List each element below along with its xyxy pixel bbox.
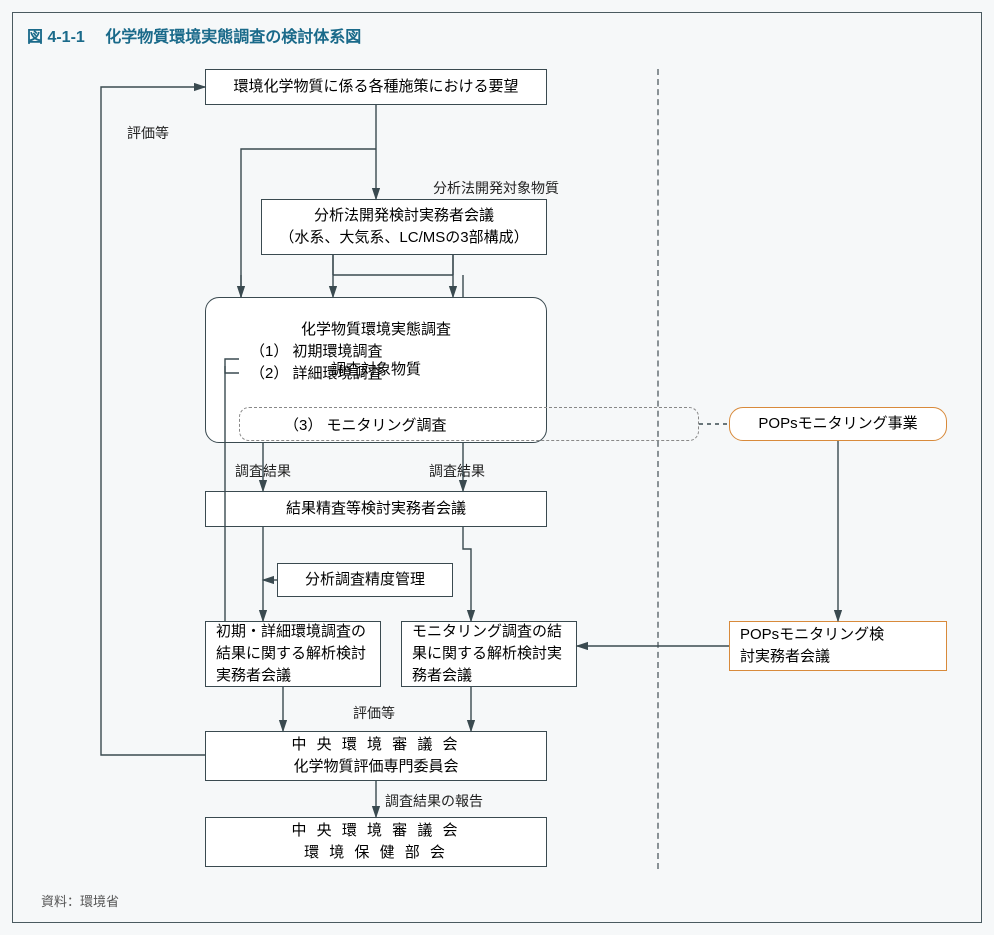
source-label: 資料：環境省 (41, 891, 119, 910)
label-evaluation-feedback: 評価等 (127, 123, 169, 143)
label-result-right: 調査結果 (429, 461, 485, 481)
node-pops-review-meeting: POPsモニタリング検 討実務者会議 (729, 621, 947, 671)
node-central-council-health: 中 央 環 境 審 議 会 環 境 保 健 部 会 (205, 817, 547, 867)
node-quality-control: 分析調査精度管理 (277, 563, 453, 597)
node-initial-detail-analysis: 初期・詳細環境調査の 結果に関する解析検討 実務者会議 (205, 621, 381, 687)
diagram-container: 図 4-1-1 化学物質環境実態調査の検討体系図 環境化学物質に係る各種施策にお… (12, 12, 982, 923)
label-report: 調査結果の報告 (385, 791, 483, 811)
node-policy-requests: 環境化学物質に係る各種施策における要望 (205, 69, 547, 105)
survey-title: 化学物質環境実態調査 (301, 319, 451, 341)
node-pops-monitoring-project: POPsモニタリング事業 (729, 407, 947, 441)
divider-dashed (657, 69, 659, 869)
node-result-review-meeting: 結果精査等検討実務者会議 (205, 491, 547, 527)
label-survey-target: 調査対象物質 (331, 359, 421, 381)
figure-title: 図 4-1-1 化学物質環境実態調査の検討体系図 (27, 23, 361, 47)
label-result-left: 調査結果 (235, 461, 291, 481)
node-monitoring-survey: （3） モニタリング調査 (239, 407, 699, 441)
figure-title-text: 化学物質環境実態調査の検討体系図 (105, 29, 361, 46)
label-analysis-target: 分析法開発対象物質 (433, 178, 559, 198)
node-central-council-chemical: 中 央 環 境 審 議 会 化学物質評価専門委員会 (205, 731, 547, 781)
node-monitoring-analysis: モニタリング調査の結 果に関する解析検討実 務者会議 (401, 621, 577, 687)
arrows-layer (13, 13, 983, 924)
figure-number: 図 4-1-1 (27, 29, 85, 46)
label-evaluation-mid: 評価等 (353, 703, 395, 723)
node-analysis-method-meeting: 分析法開発検討実務者会議 （水系、大気系、LC/MSの3部構成） (261, 199, 547, 255)
